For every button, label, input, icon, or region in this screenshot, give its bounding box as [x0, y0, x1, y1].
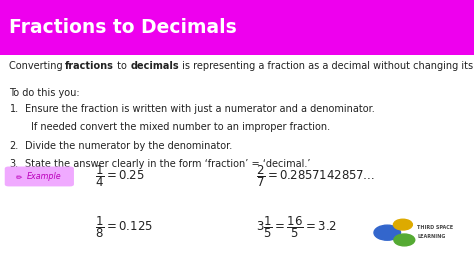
Text: decimals: decimals — [130, 61, 179, 71]
Text: Ensure the fraction is written with just a numerator and a denominator.: Ensure the fraction is written with just… — [25, 104, 374, 114]
Text: is representing a fraction as a decimal without changing its value.: is representing a fraction as a decimal … — [179, 61, 474, 71]
Text: $\dfrac{1}{8} = 0.125$: $\dfrac{1}{8} = 0.125$ — [95, 214, 153, 240]
Text: $3\dfrac{1}{5} = \dfrac{16}{5} = 3.2$: $3\dfrac{1}{5} = \dfrac{16}{5} = 3.2$ — [256, 214, 337, 240]
Text: THIRD SPACE: THIRD SPACE — [417, 225, 453, 230]
Text: 2.: 2. — [9, 140, 19, 151]
Text: Example: Example — [27, 172, 61, 181]
Circle shape — [374, 225, 401, 240]
Text: $\dfrac{1}{4} = 0.25$: $\dfrac{1}{4} = 0.25$ — [95, 163, 145, 189]
Text: to: to — [114, 61, 130, 71]
Text: $\dfrac{2}{7} = 0.2857142857\ldots$: $\dfrac{2}{7} = 0.2857142857\ldots$ — [256, 163, 375, 189]
Text: To do this you:: To do this you: — [9, 88, 79, 98]
Text: If needed convert the mixed number to an improper fraction.: If needed convert the mixed number to an… — [31, 122, 330, 132]
Circle shape — [393, 219, 412, 230]
Text: fractions: fractions — [65, 61, 114, 71]
Text: Converting: Converting — [9, 61, 65, 71]
Text: State the answer clearly in the form ‘fraction’ = ‘decimal.’: State the answer clearly in the form ‘fr… — [25, 159, 310, 169]
Text: 1.: 1. — [9, 104, 18, 114]
Text: ✏: ✏ — [16, 172, 22, 181]
Text: Fractions to Decimals: Fractions to Decimals — [9, 18, 236, 37]
FancyBboxPatch shape — [5, 167, 74, 186]
Text: Divide the numerator by the denominator.: Divide the numerator by the denominator. — [25, 140, 232, 151]
Circle shape — [394, 234, 415, 246]
Bar — [0, 0, 474, 55]
Text: 3.: 3. — [9, 159, 18, 169]
Text: LEARNING: LEARNING — [417, 234, 446, 239]
